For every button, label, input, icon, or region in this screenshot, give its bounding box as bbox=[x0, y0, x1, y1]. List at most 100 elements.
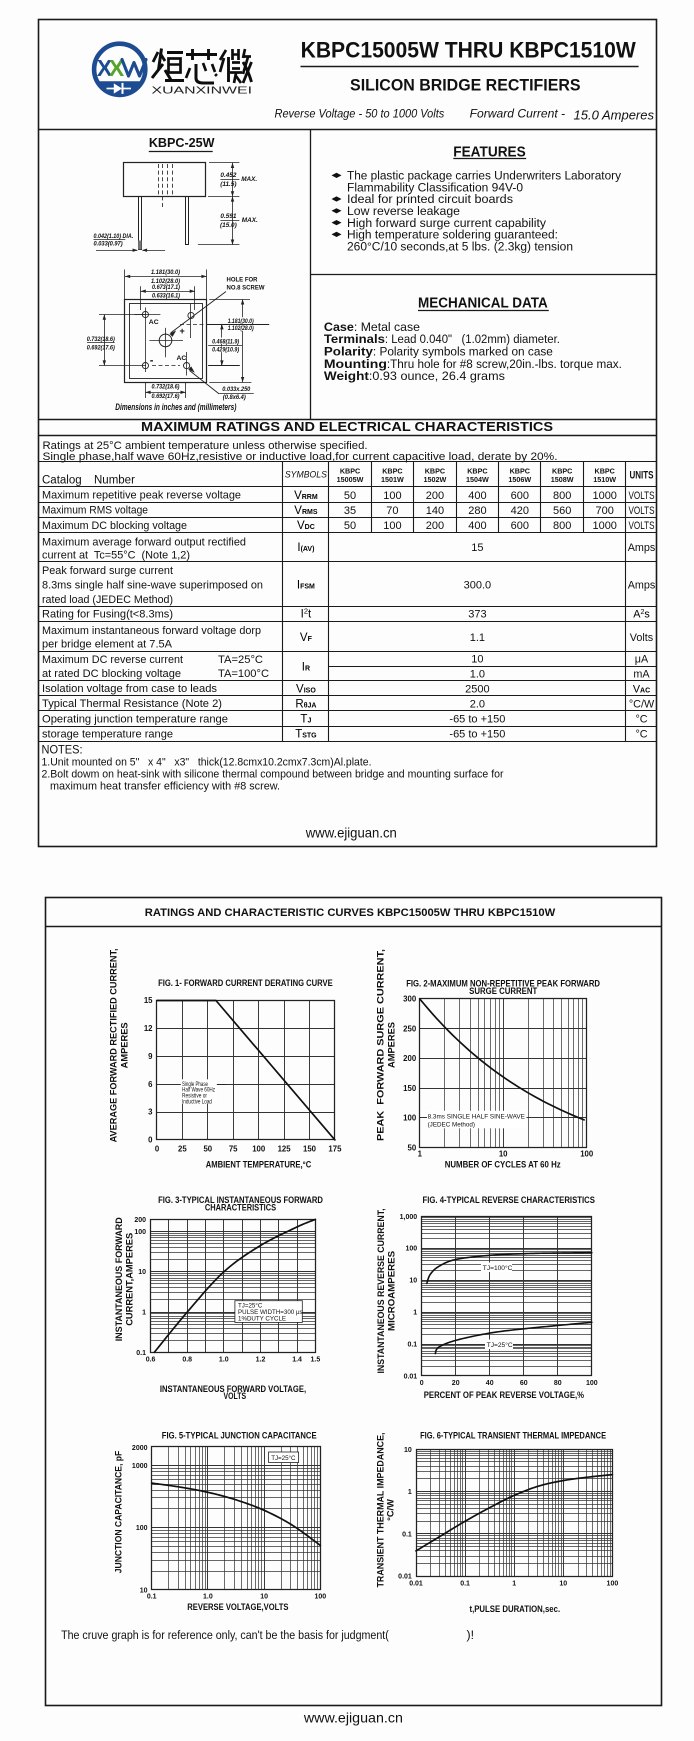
svg-text:600: 600 bbox=[511, 520, 529, 532]
svg-text:100: 100 bbox=[383, 490, 401, 502]
svg-text:0.692(17.6): 0.692(17.6) bbox=[152, 393, 180, 400]
svg-text:Maximum repetitive peak revers: Maximum repetitive peak reverse voltage bbox=[42, 490, 241, 502]
svg-text:1.Unit mounted on 5" x 4": 1.Unit mounted on 5" x 4" x3" thick(12.8… bbox=[42, 757, 372, 769]
svg-text:VDC: VDC bbox=[297, 520, 315, 532]
svg-text:X: X bbox=[109, 55, 125, 81]
svg-text:25: 25 bbox=[178, 1144, 187, 1153]
svg-text:10: 10 bbox=[559, 1580, 567, 1587]
svg-text:1000: 1000 bbox=[592, 520, 616, 532]
svg-text:RATINGS AND CHARACTERISTIC CUR: RATINGS AND CHARACTERISTIC CURVES KBPC15… bbox=[145, 907, 555, 919]
svg-text:Reverse Voltage - 50 to 1000 V: Reverse Voltage - 50 to 1000 Volts bbox=[275, 107, 445, 121]
svg-text:(JEDEC Method): (JEDEC Method) bbox=[428, 1121, 475, 1128]
svg-text:TJ: TJ bbox=[300, 714, 311, 726]
svg-text:0.468(11.9): 0.468(11.9) bbox=[212, 338, 239, 345]
svg-text:Ratings at 25°C ambient temper: Ratings at 25°C ambient temperature unle… bbox=[43, 440, 368, 452]
svg-text:700: 700 bbox=[596, 505, 614, 517]
svg-text:100: 100 bbox=[134, 1229, 146, 1236]
svg-text:2.0: 2.0 bbox=[470, 699, 485, 711]
svg-text:260°C/10 seconds,at 5 lbs. (2.: 260°C/10 seconds,at 5 lbs. (2.3kg) tensi… bbox=[347, 240, 573, 254]
svg-text:0.1: 0.1 bbox=[147, 1593, 157, 1600]
svg-text:MAX.: MAX. bbox=[242, 217, 258, 224]
svg-text:FIG. 5-TYPICAL JUNCTION CAPACI: FIG. 5-TYPICAL JUNCTION CAPACITANCE bbox=[162, 1431, 317, 1441]
svg-text:: Polarity symbols marked on c: : Polarity symbols marked on case bbox=[373, 345, 553, 359]
svg-text:+: + bbox=[180, 326, 185, 336]
svg-text:AMPERES: AMPERES bbox=[387, 1022, 397, 1068]
svg-text:1.0: 1.0 bbox=[203, 1593, 213, 1600]
svg-text:150: 150 bbox=[303, 1144, 317, 1153]
svg-text:1502W: 1502W bbox=[424, 475, 447, 484]
svg-text:15: 15 bbox=[471, 542, 483, 554]
svg-text:KBPC: KBPC bbox=[552, 467, 572, 476]
svg-text:per bridge element at 7.5A: per bridge element at 7.5A bbox=[42, 639, 172, 651]
svg-text:MAXIMUM RATINGS AND ELECTRICAL: MAXIMUM RATINGS AND ELECTRICAL CHARACTER… bbox=[141, 419, 554, 434]
svg-text:VAC: VAC bbox=[633, 683, 650, 695]
svg-text:°C/W: °C/W bbox=[386, 1499, 396, 1521]
svg-text:10: 10 bbox=[404, 1447, 412, 1454]
svg-text:6: 6 bbox=[148, 1080, 153, 1089]
svg-text:TA=25°C: TA=25°C bbox=[218, 654, 263, 666]
svg-text:Resistive or: Resistive or bbox=[182, 1094, 207, 1100]
svg-text:600: 600 bbox=[511, 490, 529, 502]
svg-text:100: 100 bbox=[136, 1525, 148, 1532]
svg-text:JUNCTION CAPACITANCE, pF: JUNCTION CAPACITANCE, pF bbox=[114, 1450, 124, 1573]
svg-text:400: 400 bbox=[468, 490, 486, 502]
svg-text:t,PULSE DURATION,sec.: t,PULSE DURATION,sec. bbox=[470, 1604, 561, 1614]
svg-text:300: 300 bbox=[403, 995, 417, 1004]
svg-text:RθJA: RθJA bbox=[295, 699, 316, 711]
svg-text:1.181(30.0): 1.181(30.0) bbox=[151, 269, 180, 276]
svg-text:TSTG: TSTG bbox=[295, 729, 317, 741]
svg-text:8.3ms single half sine-wave su: 8.3ms single half sine-wave superimposed… bbox=[42, 579, 263, 591]
svg-text:FIG. 2-MAXIMUM NON-REPETITIVE: FIG. 2-MAXIMUM NON-REPETITIVE PEAK FORWA… bbox=[406, 979, 600, 989]
svg-text:125: 125 bbox=[278, 1144, 292, 1153]
svg-text:1508W: 1508W bbox=[551, 475, 574, 484]
svg-text:0.1: 0.1 bbox=[136, 1350, 146, 1357]
svg-text:Typical Thermal Resistance (No: Typical Thermal Resistance (Note 2) bbox=[42, 698, 222, 710]
svg-text:°C/W: °C/W bbox=[629, 699, 655, 711]
svg-text:I(AV): I(AV) bbox=[297, 542, 314, 554]
svg-text:0.452: 0.452 bbox=[220, 172, 236, 179]
svg-text:Maximum RMS voltage: Maximum RMS voltage bbox=[42, 505, 148, 517]
svg-text:1: 1 bbox=[413, 1310, 417, 1317]
svg-text:Maximum instantaneous forward: Maximum instantaneous forward voltage do… bbox=[42, 625, 261, 637]
svg-text:10: 10 bbox=[499, 1149, 508, 1158]
svg-text:Flammability Classification 94: Flammability Classification 94V-0 bbox=[347, 180, 523, 194]
svg-text:www.ejiguan.cn: www.ejiguan.cn bbox=[303, 1711, 403, 1726]
svg-text:20: 20 bbox=[452, 1380, 460, 1387]
svg-text:1.4: 1.4 bbox=[292, 1356, 302, 1363]
svg-text:°C: °C bbox=[635, 729, 647, 741]
svg-text:: Metal case: : Metal case bbox=[354, 320, 420, 334]
svg-text:9: 9 bbox=[148, 1052, 153, 1061]
svg-text:Maximum DC blocking voltage: Maximum DC blocking voltage bbox=[42, 520, 187, 532]
svg-text:Operating junction temperature: Operating junction temperature range bbox=[42, 713, 228, 725]
svg-text:12: 12 bbox=[144, 1024, 153, 1033]
svg-text:KBPC: KBPC bbox=[467, 467, 487, 476]
svg-text:μA: μA bbox=[635, 653, 649, 665]
svg-text:I2t: I2t bbox=[301, 607, 312, 621]
svg-text:www.ejiguan.cn: www.ejiguan.cn bbox=[305, 826, 397, 841]
svg-text:140: 140 bbox=[426, 505, 444, 517]
svg-text:°C: °C bbox=[635, 714, 647, 726]
svg-text:KBPC: KBPC bbox=[382, 467, 402, 476]
svg-text:rated load (JEDEC Method): rated load (JEDEC Method) bbox=[42, 594, 173, 606]
svg-text:1000: 1000 bbox=[132, 1463, 148, 1470]
svg-text:100: 100 bbox=[406, 1246, 418, 1253]
svg-text:VRRM: VRRM bbox=[294, 490, 318, 502]
svg-text:current at Tc=55°C (Note 1,2: current at Tc=55°C (Note 1,2) bbox=[42, 550, 190, 562]
svg-text:Peak forward surge current: Peak forward surge current bbox=[42, 565, 174, 577]
svg-text:KBPC: KBPC bbox=[595, 467, 615, 476]
svg-text:1: 1 bbox=[408, 1489, 412, 1496]
svg-text:Polarity: Polarity bbox=[324, 345, 373, 359]
svg-text:800: 800 bbox=[553, 520, 571, 532]
svg-text:50: 50 bbox=[408, 1143, 417, 1152]
svg-text:PERCENT OF PEAK REVERSE VOLTAG: PERCENT OF PEAK REVERSE VOLTAGE,% bbox=[424, 1390, 584, 1400]
svg-text:: Lead 0.040" (1.02mm) diame: : Lead 0.040" (1.02mm) diameter. bbox=[385, 332, 560, 346]
svg-text:FIG. 4-TYPICAL REVERSE CHARACT: FIG. 4-TYPICAL REVERSE CHARACTERISTICS bbox=[423, 1195, 596, 1205]
svg-text:1: 1 bbox=[142, 1310, 146, 1317]
svg-text:800: 800 bbox=[553, 490, 571, 502]
svg-text:2500: 2500 bbox=[465, 683, 489, 695]
svg-text:0.1: 0.1 bbox=[402, 1531, 412, 1538]
svg-text:AVERAGE FORWARD RECTIFIED CURR: AVERAGE FORWARD RECTIFIED CURRENT, bbox=[109, 948, 119, 1142]
svg-text:FIG. 1- FORWARD CURRENT DERATI: FIG. 1- FORWARD CURRENT DERATING CURVE bbox=[158, 978, 333, 988]
svg-text:2000: 2000 bbox=[132, 1445, 148, 1452]
svg-text::Thru hole for #8 screw,20in.-: :Thru hole for #8 screw,20in.-lbs. torqu… bbox=[387, 357, 622, 371]
